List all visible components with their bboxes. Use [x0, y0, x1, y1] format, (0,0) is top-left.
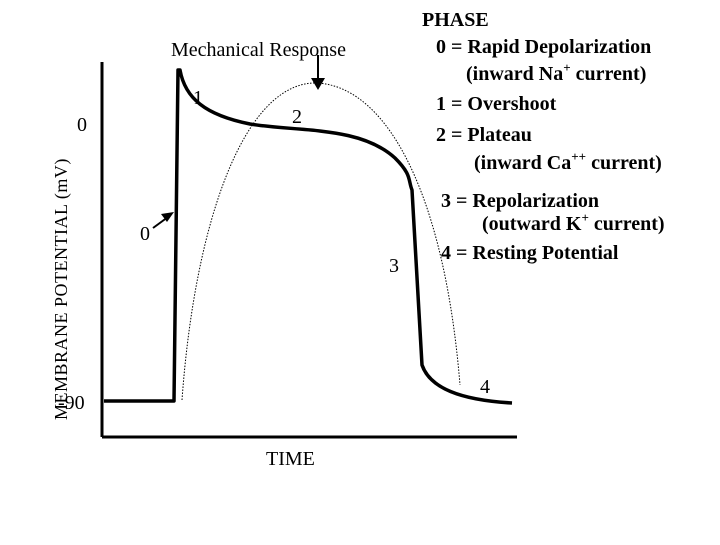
legend-line-0b-sup: + [563, 60, 570, 75]
phase-marker-3: 3 [389, 255, 399, 277]
y-axis-label: MEMBRANE POTENTIAL (mV) [51, 158, 72, 420]
x-axis-label: TIME [266, 448, 315, 470]
mechanical-response-arrow-head [311, 78, 325, 90]
tick-label-minus-90: -90 [58, 392, 85, 414]
legend-line-3b-pre: (outward K [482, 213, 582, 235]
legend-line-0b-pre: (inward Na [466, 63, 563, 85]
phase-0-arrow-head [161, 212, 174, 222]
phase-marker-0: 0 [140, 223, 150, 245]
legend-line-0b: (inward Na+ current) [466, 60, 646, 85]
legend-line-3b-post: current) [589, 213, 665, 235]
legend-line-3b: (outward K+ current) [482, 210, 665, 235]
mechanical-response-label: Mechanical Response [171, 39, 346, 61]
phase-marker-2: 2 [292, 106, 302, 128]
legend-line-2b-post: current) [586, 152, 662, 174]
phase-legend: PHASE 0 = Rapid Depolarization (inward N… [422, 9, 665, 264]
mechanical-response-curve [181, 82, 461, 401]
legend-line-3: 3 = Repolarization [441, 190, 599, 212]
legend-line-3b-sup: + [581, 210, 588, 225]
tick-label-zero: 0 [77, 114, 87, 136]
legend-line-2: 2 = Plateau [436, 124, 532, 146]
legend-line-2b-pre: (inward Ca [474, 152, 571, 174]
legend-line-1: 1 = Overshoot [436, 93, 557, 115]
phase-marker-4: 4 [480, 376, 490, 398]
legend-title: PHASE [422, 9, 489, 31]
legend-line-0: 0 = Rapid Depolarization [436, 36, 651, 58]
legend-line-2b: (inward Ca++ current) [474, 149, 662, 174]
legend-line-0b-post: current) [571, 63, 647, 85]
phase-marker-1: 1 [193, 87, 203, 109]
action-potential-curve [104, 68, 513, 405]
legend-line-4: 4 = Resting Potential [441, 242, 619, 264]
legend-line-2b-sup: ++ [571, 149, 586, 164]
